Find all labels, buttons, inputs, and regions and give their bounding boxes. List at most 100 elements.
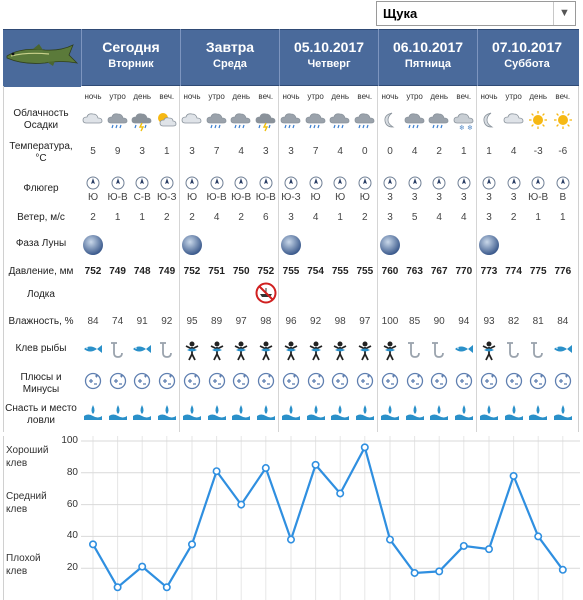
wind-direction-value: В — [559, 192, 567, 203]
wind-speed-value: 4 — [312, 212, 319, 223]
fisherman-catch-icon — [180, 340, 204, 362]
wind-direction-value: 3 — [510, 192, 517, 203]
day-header[interactable]: 05.10.2017 Четверг — [279, 29, 378, 86]
fisherman-catch-icon — [279, 340, 303, 362]
bite-forecast-point[interactable] — [261, 464, 270, 473]
bite-forecast-point[interactable] — [509, 471, 518, 480]
chart-band-label: Средний клев — [6, 491, 47, 515]
row-label-moon-phase: Фаза Луны — [15, 238, 67, 249]
day-header[interactable]: 06.10.2017 Пятница — [378, 29, 477, 86]
bite-forecast-point[interactable] — [113, 583, 122, 592]
rain-icon — [304, 110, 328, 132]
plus-minus-icon[interactable] — [130, 372, 154, 390]
tackle-water-icon[interactable] — [81, 402, 105, 422]
compass-icon — [353, 176, 377, 190]
wind-direction-value: Ю-В — [528, 192, 549, 203]
tackle-water-icon[interactable] — [502, 402, 526, 422]
wind-direction-value: Ю-В — [255, 192, 276, 203]
temperature-value: 4 — [411, 146, 418, 157]
bite-forecast-point[interactable] — [89, 540, 98, 549]
bite-forecast-point[interactable] — [360, 443, 369, 452]
bite-forecast-point[interactable] — [484, 545, 493, 554]
plus-minus-icon[interactable] — [304, 372, 328, 390]
plus-minus-icon[interactable] — [526, 372, 550, 390]
bite-forecast-point[interactable] — [237, 500, 246, 509]
row-label-wind-speed: Ветер, м/с — [17, 212, 65, 223]
wind-direction-value: Ю-З — [281, 192, 301, 203]
chevron-down-icon[interactable]: ▼ — [553, 2, 575, 25]
tackle-water-icon[interactable] — [180, 402, 204, 422]
plus-minus-icon[interactable] — [229, 372, 253, 390]
cloud-icon — [180, 110, 204, 132]
tackle-water-icon[interactable] — [378, 402, 402, 422]
plus-minus-icon[interactable] — [279, 372, 303, 390]
cloud-icon — [502, 110, 526, 132]
plus-minus-icon[interactable] — [254, 372, 278, 390]
plus-minus-icon[interactable] — [551, 372, 575, 390]
plus-minus-icon[interactable] — [378, 372, 402, 390]
plus-minus-icon[interactable] — [155, 372, 179, 390]
day-weekday: Четверг — [307, 58, 351, 70]
tackle-water-icon[interactable] — [304, 402, 328, 422]
compass-icon — [254, 176, 278, 190]
tackle-water-icon[interactable] — [155, 402, 179, 422]
empty-hook-icon — [526, 340, 550, 362]
plus-minus-icon[interactable] — [205, 372, 229, 390]
bite-forecast-point[interactable] — [138, 562, 147, 571]
plus-minus-icon[interactable] — [81, 372, 105, 390]
tackle-water-icon[interactable] — [205, 402, 229, 422]
bite-forecast-point[interactable] — [558, 565, 567, 574]
day-header[interactable]: Завтра Среда — [180, 29, 279, 86]
temperature-value: -3 — [533, 146, 543, 157]
chart-y-tick: 20 — [66, 562, 78, 574]
plus-minus-icon[interactable] — [180, 372, 204, 390]
plus-minus-icon[interactable] — [403, 372, 427, 390]
plus-minus-icon[interactable] — [353, 372, 377, 390]
bite-forecast-point[interactable] — [311, 460, 320, 469]
plus-minus-icon[interactable] — [502, 372, 526, 390]
temperature-value: 0 — [387, 146, 393, 157]
wind-speed-value: 2 — [164, 212, 170, 223]
tackle-water-icon[interactable] — [106, 402, 130, 422]
bite-forecast-point[interactable] — [188, 540, 197, 549]
tackle-water-icon[interactable] — [353, 402, 377, 422]
tackle-water-icon[interactable] — [452, 402, 476, 422]
tackle-water-icon[interactable] — [279, 402, 303, 422]
bite-forecast-point[interactable] — [162, 583, 171, 592]
bite-forecast-point[interactable] — [435, 567, 444, 576]
day-header[interactable]: Сегодня Вторник — [81, 29, 180, 86]
tackle-water-icon[interactable] — [328, 402, 352, 422]
tackle-water-icon[interactable] — [254, 402, 278, 422]
pressure-value: 755 — [331, 266, 349, 277]
humidity-value: 84 — [87, 316, 99, 327]
wind-speed-value: 2 — [189, 212, 195, 223]
tackle-water-icon[interactable] — [403, 402, 427, 422]
plus-minus-icon[interactable] — [477, 372, 501, 390]
bite-forecast-point[interactable] — [534, 532, 543, 541]
bite-forecast-point[interactable] — [286, 535, 295, 544]
tackle-water-icon[interactable] — [526, 402, 550, 422]
moon-icon — [477, 110, 501, 132]
bite-forecast-point[interactable] — [459, 541, 468, 550]
plus-minus-icon[interactable] — [328, 372, 352, 390]
plus-minus-icon[interactable] — [427, 372, 451, 390]
bite-forecast-point[interactable] — [385, 535, 394, 544]
plus-minus-icon[interactable] — [452, 372, 476, 390]
fisherman-catch-icon — [328, 340, 352, 362]
temperature-value: 1 — [461, 146, 467, 157]
temperature-value: 1 — [486, 146, 492, 157]
bite-forecast-point[interactable] — [212, 467, 221, 476]
humidity-value: 97 — [359, 316, 371, 327]
bite-forecast-point[interactable] — [410, 568, 419, 577]
plus-minus-icon[interactable] — [106, 372, 130, 390]
day-header[interactable]: 07.10.2017 Суббота — [477, 29, 576, 86]
wind-direction-value: Ю — [87, 192, 99, 203]
species-select[interactable]: Щука ▼ — [376, 1, 576, 26]
day-title: 05.10.2017 — [293, 39, 365, 55]
bite-forecast-point[interactable] — [336, 489, 345, 498]
tackle-water-icon[interactable] — [229, 402, 253, 422]
tackle-water-icon[interactable] — [477, 402, 501, 422]
tackle-water-icon[interactable] — [427, 402, 451, 422]
tackle-water-icon[interactable] — [551, 402, 575, 422]
tackle-water-icon[interactable] — [130, 402, 154, 422]
